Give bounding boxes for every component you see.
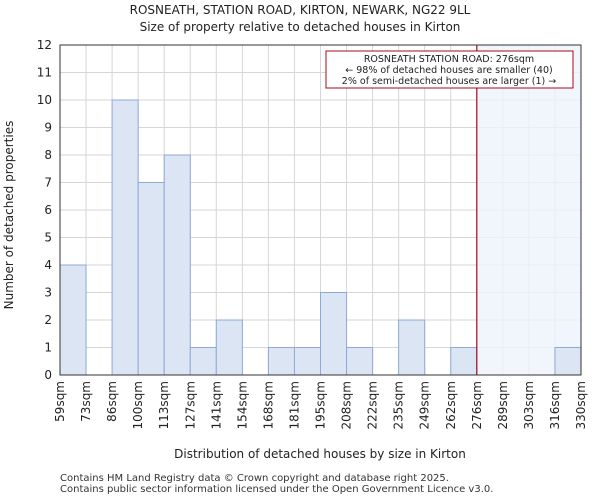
annotation-line-3: 2% of semi-detached houses are larger (1…	[342, 76, 556, 87]
x-tick-label: 181sqm	[287, 381, 301, 429]
x-tick-label: 168sqm	[261, 381, 275, 429]
bar-208sqm	[346, 347, 374, 376]
x-tick-label: 73sqm	[79, 381, 93, 422]
highlight-region	[476, 45, 581, 375]
bar-86sqm	[111, 99, 139, 376]
y-tick-label: 12	[37, 38, 52, 52]
x-tick-label: 276sqm	[470, 381, 484, 429]
x-tick-label: 222sqm	[366, 381, 380, 429]
y-tick-label: 3	[44, 286, 52, 300]
x-tick-label: 208sqm	[340, 381, 354, 429]
x-tick-label: 262sqm	[444, 381, 458, 429]
bar-127sqm	[189, 347, 217, 376]
x-tick-label: 316sqm	[548, 381, 562, 429]
y-tick-label: 11	[37, 66, 52, 80]
footer-copyright: Contains HM Land Registry data © Crown c…	[60, 473, 449, 484]
plot-frame	[59, 44, 582, 376]
x-tick-label: 127sqm	[183, 381, 197, 429]
bar-262sqm	[450, 347, 478, 376]
x-tick-label: 195sqm	[314, 381, 328, 429]
y-tick-label: 6	[44, 203, 52, 217]
bars	[59, 99, 582, 376]
chart-title: ROSNEATH, STATION ROAD, KIRTON, NEWARK, …	[129, 3, 471, 17]
y-tick-label: 0	[44, 368, 52, 382]
y-tick-label: 1	[44, 341, 52, 355]
chart-subtitle: Size of property relative to detached ho…	[139, 20, 461, 34]
x-tick-label: 100sqm	[131, 381, 145, 429]
x-tick-label: 249sqm	[418, 381, 432, 429]
y-tick-label: 5	[44, 231, 52, 245]
y-tick-label: 9	[44, 121, 52, 135]
bar-181sqm	[293, 347, 322, 376]
bar-113sqm	[163, 154, 191, 376]
y-tick-label: 10	[37, 93, 52, 107]
annotation-line-1: ROSNEATH STATION ROAD: 276sqm	[364, 54, 534, 65]
bar-168sqm	[267, 347, 295, 376]
x-tick-label: 113sqm	[157, 381, 171, 429]
x-tick-label: 59sqm	[53, 381, 67, 422]
y-axis-label: Number of detached properties	[2, 121, 16, 310]
x-axis-label: Distribution of detached houses by size …	[174, 447, 466, 461]
bar-235sqm	[398, 319, 426, 376]
y-tick-label: 7	[44, 176, 52, 190]
bar-141sqm	[215, 319, 243, 376]
x-tick-label: 289sqm	[496, 381, 510, 429]
annotation-line-2: ← 98% of detached houses are smaller (40…	[345, 65, 552, 76]
footer-licence: Contains public sector information licen…	[60, 484, 494, 495]
x-tick-label: 154sqm	[235, 381, 249, 429]
y-tick-label: 8	[44, 148, 52, 162]
x-tick-label: 303sqm	[522, 381, 536, 429]
x-tick-label: 86sqm	[105, 381, 119, 422]
x-tick-label: 141sqm	[209, 381, 223, 429]
y-tick-label: 2	[44, 313, 52, 327]
x-tick-label: 330sqm	[574, 381, 588, 429]
x-tick-label: 235sqm	[392, 381, 406, 429]
x-tick-labels: 59sqm 73sqm 86sqm 100sqm 113sqm 127sqm 141sqm 1…	[53, 381, 588, 429]
bar-100sqm	[137, 182, 165, 376]
bar-316sqm	[554, 347, 582, 376]
annotation-box: ROSNEATH STATION ROAD: 276sqm ← 98% of d…	[325, 50, 574, 89]
y-tick-label: 4	[44, 258, 52, 272]
bar-195sqm	[320, 292, 348, 376]
bar-59sqm	[59, 264, 87, 376]
